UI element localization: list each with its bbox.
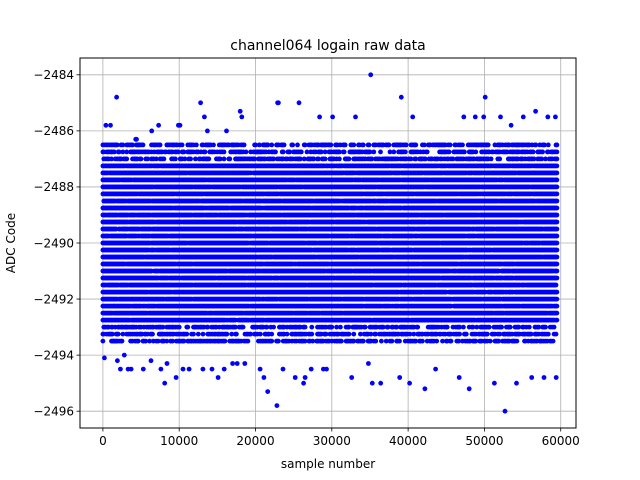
data-point	[161, 156, 167, 162]
data-point	[184, 331, 190, 337]
data-point	[269, 331, 275, 337]
data-point	[145, 156, 151, 162]
data-point	[140, 142, 146, 148]
data-point	[194, 142, 199, 148]
data-point	[173, 156, 178, 162]
data-point	[202, 149, 208, 155]
data-point	[120, 331, 126, 337]
data-point	[130, 142, 135, 148]
data-point	[241, 142, 247, 148]
data-point	[120, 149, 126, 155]
data-point	[100, 338, 106, 344]
data-point	[143, 338, 149, 344]
data-point	[147, 338, 153, 344]
data-point	[191, 331, 196, 337]
data-point	[120, 142, 126, 148]
data-point	[284, 331, 290, 337]
data-point	[138, 156, 144, 162]
data-point	[188, 156, 194, 162]
data-point	[176, 324, 182, 330]
data-point	[245, 338, 251, 344]
data-point	[221, 156, 227, 162]
data-point	[222, 338, 228, 344]
data-point	[124, 156, 130, 162]
data-point	[109, 156, 114, 162]
data-point	[200, 331, 206, 337]
data-point	[271, 324, 276, 330]
data-point	[276, 338, 281, 344]
data-point	[234, 331, 239, 337]
data-point	[179, 142, 185, 148]
data-point	[115, 331, 121, 337]
data-point	[221, 149, 227, 155]
data-point	[240, 324, 246, 330]
data-point	[116, 149, 122, 155]
data-point	[269, 142, 275, 148]
data-point	[119, 338, 125, 344]
data-point	[281, 142, 287, 148]
data-point	[227, 156, 233, 162]
data-point	[124, 149, 130, 155]
data-point	[114, 142, 120, 148]
data-point	[110, 331, 115, 337]
data-point	[135, 338, 141, 344]
data-point	[211, 142, 216, 148]
data-point	[206, 156, 212, 162]
scatter-points	[100, 72, 560, 414]
data-point	[243, 149, 249, 155]
data-point	[269, 338, 275, 344]
data-point	[150, 331, 155, 337]
data-point	[195, 331, 201, 337]
data-point	[257, 331, 263, 337]
data-point	[157, 142, 163, 148]
data-point	[280, 149, 286, 155]
data-point	[273, 149, 278, 155]
data-point	[185, 324, 191, 330]
data-point	[224, 331, 230, 337]
data-point	[111, 149, 117, 155]
